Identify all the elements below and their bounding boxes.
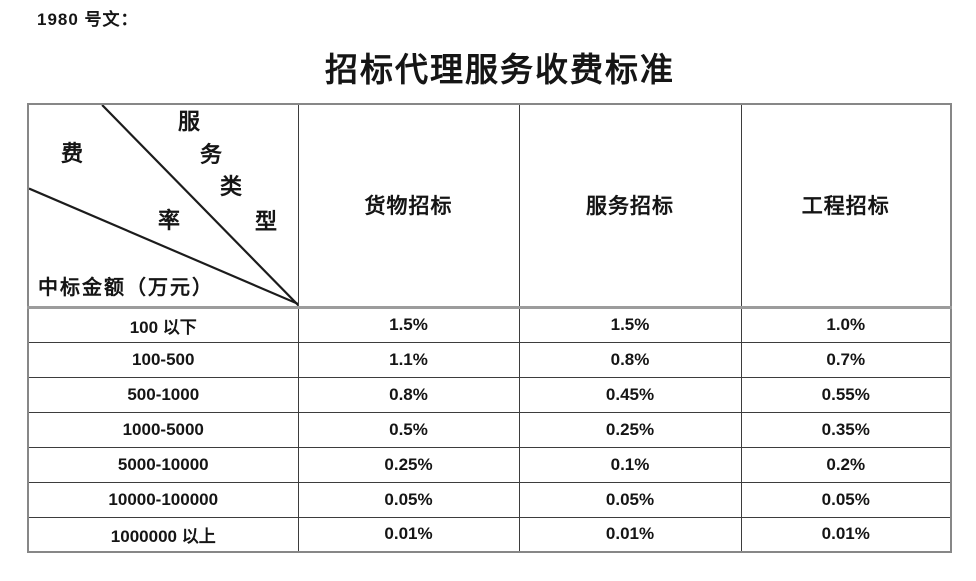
amount-cell: 500-1000 — [27, 376, 299, 413]
page-title: 招标代理服务收费标准 — [325, 53, 675, 89]
table-row: 500-1000 0.8% 0.45% 0.55% — [27, 376, 952, 413]
rate-cell-goods: 1.1% — [297, 341, 520, 378]
corner-char-service-3: 类 — [220, 174, 243, 199]
rate-cell-goods: 0.25% — [297, 446, 520, 483]
diagonal-header-cell: 服 务 类 型 费 率 中标金额（万元） — [27, 103, 299, 309]
fee-table-header: 服 务 类 型 费 率 中标金额（万元） 货物招标 服务招标 工程招标 — [27, 103, 952, 309]
amount-cell: 10000-100000 — [27, 481, 299, 518]
amount-cell: 100 以下 — [27, 306, 299, 343]
table-row: 10000-100000 0.05% 0.05% 0.05% — [27, 481, 952, 518]
amount-cell: 5000-10000 — [27, 446, 299, 483]
rate-cell-services: 0.01% — [518, 516, 742, 553]
column-header-engineering: 工程招标 — [740, 103, 952, 309]
rate-cell-services: 0.1% — [518, 446, 742, 483]
amount-axis-label: 中标金额（万元） — [38, 277, 214, 299]
rate-cell-goods: 0.01% — [297, 516, 520, 553]
rate-cell-engineering: 0.7% — [740, 341, 952, 378]
table-row: 1000000 以上 0.01% 0.01% 0.01% — [27, 516, 952, 553]
rate-cell-services: 0.45% — [518, 376, 742, 413]
fee-table-body: 100 以下 1.5% 1.5% 1.0% 100-500 1.1% 0.8% … — [27, 306, 952, 553]
rate-cell-goods: 0.8% — [297, 376, 520, 413]
rate-cell-goods: 0.05% — [297, 481, 520, 518]
rate-cell-engineering: 0.01% — [740, 516, 952, 553]
corner-char-rate: 率 — [158, 208, 181, 233]
header-row: 服 务 类 型 费 率 中标金额（万元） 货物招标 服务招标 工程招标 — [27, 103, 952, 309]
rate-cell-engineering: 0.2% — [740, 446, 952, 483]
doc-number: 1980 号文： — [37, 10, 139, 29]
rate-cell-engineering: 0.55% — [740, 376, 952, 413]
rate-cell-goods: 1.5% — [297, 306, 520, 343]
amount-cell: 100-500 — [27, 341, 299, 378]
amount-cell: 1000-5000 — [27, 411, 299, 448]
amount-cell: 1000000 以上 — [27, 516, 299, 553]
corner-char-service-1: 服 — [178, 109, 201, 134]
table-row: 1000-5000 0.5% 0.25% 0.35% — [27, 411, 952, 448]
table-row: 5000-10000 0.25% 0.1% 0.2% — [27, 446, 952, 483]
rate-cell-engineering: 1.0% — [740, 306, 952, 343]
fee-table: 服 务 类 型 费 率 中标金额（万元） 货物招标 服务招标 工程招标 100 … — [27, 103, 952, 553]
rate-cell-services: 0.05% — [518, 481, 742, 518]
column-header-goods: 货物招标 — [297, 103, 520, 309]
rate-cell-engineering: 0.35% — [740, 411, 952, 448]
table-row: 100-500 1.1% 0.8% 0.7% — [27, 341, 952, 378]
rate-cell-services: 0.25% — [518, 411, 742, 448]
rate-cell-goods: 0.5% — [297, 411, 520, 448]
diagonal-split-lines — [29, 105, 297, 304]
table-row: 100 以下 1.5% 1.5% 1.0% — [27, 306, 952, 343]
corner-char-service-4: 型 — [255, 209, 278, 234]
corner-char-service-2: 务 — [200, 142, 223, 167]
corner-char-fee: 费 — [61, 141, 84, 166]
rate-cell-services: 1.5% — [518, 306, 742, 343]
column-header-services: 服务招标 — [518, 103, 742, 309]
rate-cell-engineering: 0.05% — [740, 481, 952, 518]
rate-cell-services: 0.8% — [518, 341, 742, 378]
